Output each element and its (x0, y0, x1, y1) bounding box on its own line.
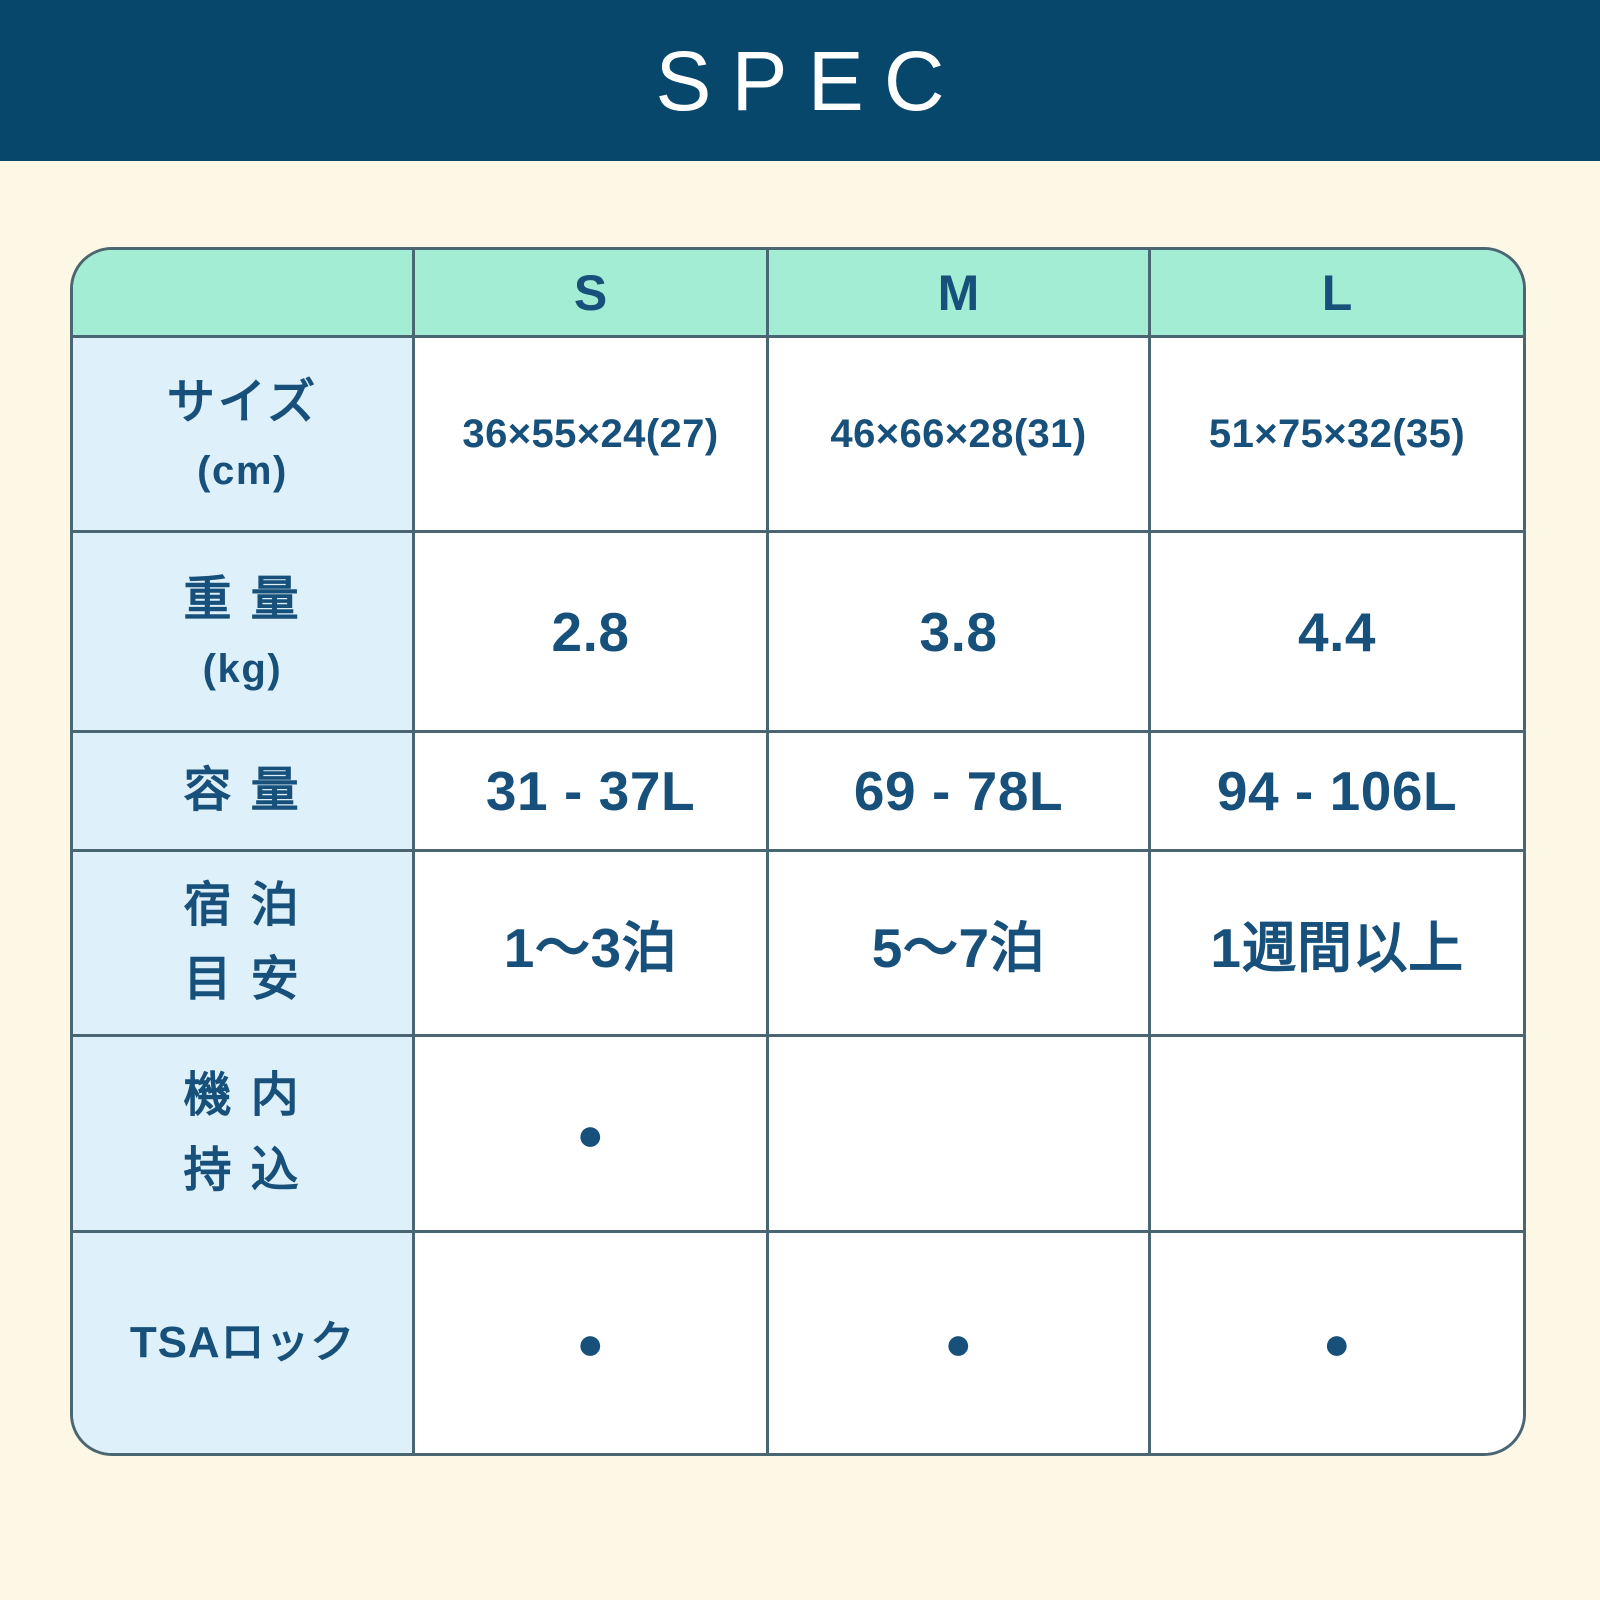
spec-table: S M L サイズ (cm) 36×55×24(27) 46×66×28(31)… (70, 247, 1526, 1456)
cell-weight-m: 3.8 (769, 533, 1151, 733)
column-header-s: S (415, 250, 769, 338)
cell-size-l: 51×75×32(35) (1151, 338, 1523, 533)
cell-nights-m: 5〜7泊 (769, 852, 1151, 1037)
cell-carryon-m (769, 1037, 1151, 1233)
row-label-line: 宿 泊 (183, 878, 302, 932)
row-label-unit: (kg) (202, 646, 283, 691)
table-corner-cell (73, 250, 415, 338)
cell-weight-l: 4.4 (1151, 533, 1523, 733)
cell-size-m: 46×66×28(31) (769, 338, 1151, 533)
row-label-tsa-lock: TSAロック (73, 1233, 415, 1453)
page-title: SPEC (655, 33, 965, 128)
cell-carryon-l (1151, 1037, 1523, 1233)
cell-nights-s: 1〜3泊 (415, 852, 769, 1037)
cell-nights-l: 1週間以上 (1151, 852, 1523, 1037)
cell-capacity-m: 69 - 78L (769, 733, 1151, 852)
cell-tsa-s-dot: ● (415, 1233, 769, 1453)
cell-tsa-l-dot: ● (1151, 1233, 1523, 1453)
header-bar: SPEC (0, 0, 1600, 161)
row-label-line: 機 内 (183, 1069, 302, 1123)
row-label-nights: 宿 泊 目 安 (73, 852, 415, 1037)
row-label-size: サイズ (cm) (73, 338, 415, 533)
cell-size-s: 36×55×24(27) (415, 338, 769, 533)
row-label-line: 重 量 (183, 573, 302, 627)
column-header-l: L (1151, 250, 1523, 338)
cell-carryon-s-dot: ● (415, 1037, 769, 1233)
row-label-line: 容 量 (183, 763, 302, 817)
row-label-carryon: 機 内 持 込 (73, 1037, 415, 1233)
cell-capacity-l: 94 - 106L (1151, 733, 1523, 852)
cell-weight-s: 2.8 (415, 533, 769, 733)
column-header-m: M (769, 250, 1151, 338)
row-label-weight: 重 量 (kg) (73, 533, 415, 733)
row-label-line: 目 安 (183, 953, 302, 1006)
row-label-line: TSAロック (129, 1317, 356, 1367)
row-label-unit: (cm) (197, 449, 288, 494)
row-label-line: サイズ (166, 375, 319, 429)
cell-capacity-s: 31 - 37L (415, 733, 769, 852)
cell-tsa-m-dot: ● (769, 1233, 1151, 1453)
row-label-capacity: 容 量 (73, 733, 415, 852)
row-label-line: 持 込 (183, 1143, 302, 1197)
